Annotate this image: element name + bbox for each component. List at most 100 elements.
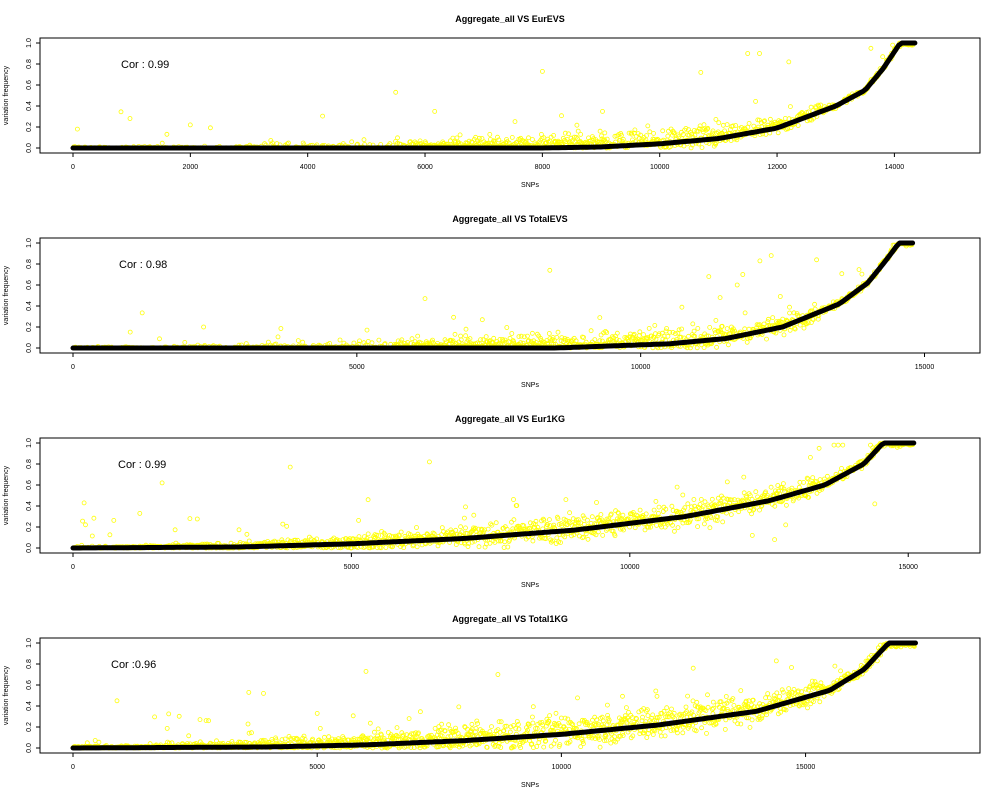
data-point: [781, 486, 787, 492]
data-point: [504, 325, 510, 330]
data-point: [504, 526, 510, 532]
data-point: [350, 536, 356, 541]
data-point: [705, 125, 711, 131]
outlier-point: [772, 537, 777, 542]
data-point: [568, 135, 574, 141]
data-point: [385, 730, 391, 735]
data-point: [652, 728, 658, 734]
data-point: [498, 745, 504, 750]
data-point: [777, 294, 783, 299]
data-point: [789, 485, 795, 491]
data-point: [432, 109, 438, 114]
data-point: [685, 693, 690, 699]
data-point: [599, 133, 604, 139]
outlier-point: [164, 131, 170, 137]
data-point: [801, 325, 807, 331]
data-point: [508, 724, 514, 730]
data-point: [669, 706, 674, 712]
data-point: [691, 497, 697, 502]
data-point: [554, 535, 560, 541]
data-point: [645, 123, 651, 129]
data-point: [417, 138, 423, 144]
data-point: [805, 320, 811, 326]
data-point: [676, 327, 682, 333]
data-point: [713, 317, 719, 323]
data-point: [562, 137, 567, 143]
data-point: [730, 123, 736, 129]
chart-title: Aggregate_all VS TotalEVS: [452, 214, 567, 224]
data-point: [610, 528, 616, 534]
data-point: [565, 336, 570, 342]
data-point: [616, 734, 622, 739]
x-tick-label: 12000: [767, 164, 787, 171]
data-point: [588, 328, 594, 334]
data-point: [695, 325, 701, 331]
data-point: [620, 136, 626, 142]
data-point: [278, 326, 284, 331]
data-point: [656, 331, 662, 337]
data-point: [725, 707, 730, 712]
data-point: [809, 678, 815, 684]
data-point: [575, 128, 581, 134]
data-point: [812, 301, 817, 307]
correlation-annotation: Cor : 0.99: [118, 459, 166, 471]
data-point: [656, 504, 662, 510]
data-point: [575, 136, 580, 142]
y-tick-label: 0.4: [26, 101, 33, 111]
data-point: [450, 135, 456, 141]
data-point: [746, 121, 752, 126]
data-point: [742, 310, 748, 316]
data-point: [694, 699, 700, 705]
data-point: [562, 534, 568, 540]
y-tick-label: 0.0: [26, 343, 33, 353]
data-point: [606, 717, 612, 723]
data-point: [548, 743, 554, 749]
data-point: [787, 304, 792, 310]
data-point: [818, 102, 824, 108]
outlier-point: [783, 522, 789, 528]
data-point: [378, 732, 384, 738]
data-point: [614, 330, 620, 336]
data-point: [337, 337, 343, 343]
outlier-point: [365, 497, 371, 503]
data-point: [548, 539, 554, 545]
data-point: [543, 536, 549, 542]
data-point: [647, 129, 653, 135]
data-point: [667, 329, 673, 335]
data-point: [728, 512, 734, 517]
data-point: [194, 516, 200, 522]
data-point: [545, 522, 550, 528]
data-point: [646, 325, 652, 331]
data-point: [707, 720, 713, 726]
data-point: [498, 719, 504, 725]
x-tick-label: 6000: [417, 164, 433, 171]
data-point: [663, 714, 668, 720]
outlier-point: [393, 89, 399, 95]
data-point: [603, 328, 608, 334]
data-point: [825, 473, 830, 479]
data-point: [645, 707, 650, 713]
data-point: [604, 330, 610, 335]
y-tick-label: 0.6: [26, 80, 33, 90]
data-point: [509, 134, 515, 140]
data-point: [714, 344, 719, 350]
data-point: [720, 519, 726, 525]
data-point: [542, 739, 548, 744]
data-point: [480, 337, 486, 343]
data-point: [431, 531, 437, 537]
data-point: [382, 534, 388, 540]
data-point: [661, 708, 667, 714]
data-point: [778, 709, 783, 715]
data-point: [530, 720, 536, 726]
data-point: [806, 494, 811, 500]
data-point: [807, 683, 813, 689]
data-point: [791, 310, 797, 316]
data-point: [530, 714, 535, 720]
data-point: [473, 726, 479, 731]
chart-title: Aggregate_all VS EurEVS: [455, 14, 565, 24]
data-point: [526, 338, 532, 344]
data-point: [766, 695, 772, 701]
data-point: [288, 736, 294, 741]
data-point: [632, 127, 638, 133]
data-point: [604, 738, 609, 743]
